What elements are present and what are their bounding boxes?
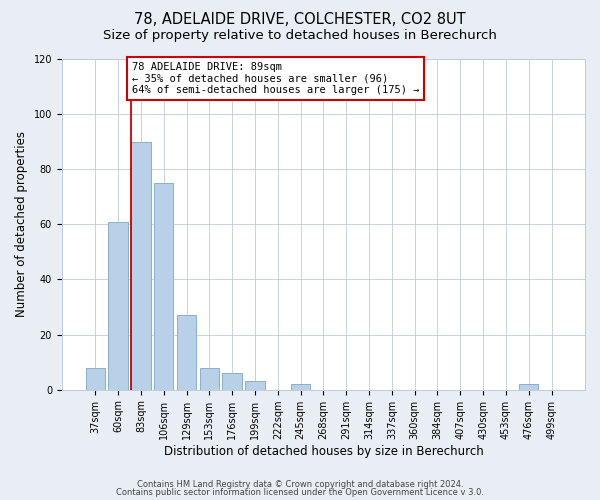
Y-axis label: Number of detached properties: Number of detached properties (15, 132, 28, 318)
Text: Contains public sector information licensed under the Open Government Licence v : Contains public sector information licen… (116, 488, 484, 497)
Text: 78, ADELAIDE DRIVE, COLCHESTER, CO2 8UT: 78, ADELAIDE DRIVE, COLCHESTER, CO2 8UT (134, 12, 466, 28)
Text: Contains HM Land Registry data © Crown copyright and database right 2024.: Contains HM Land Registry data © Crown c… (137, 480, 463, 489)
Bar (291, 384, 310, 390)
Bar (223, 373, 242, 390)
Bar (245, 382, 265, 390)
Text: 78 ADELAIDE DRIVE: 89sqm
← 35% of detached houses are smaller (96)
64% of semi-d: 78 ADELAIDE DRIVE: 89sqm ← 35% of detach… (132, 62, 419, 95)
Text: Size of property relative to detached houses in Berechurch: Size of property relative to detached ho… (103, 28, 497, 42)
Bar (131, 142, 151, 390)
Bar (109, 222, 128, 390)
Bar (86, 368, 105, 390)
Bar (519, 384, 538, 390)
Bar (200, 368, 219, 390)
Bar (154, 183, 173, 390)
X-axis label: Distribution of detached houses by size in Berechurch: Distribution of detached houses by size … (164, 444, 483, 458)
Bar (177, 316, 196, 390)
